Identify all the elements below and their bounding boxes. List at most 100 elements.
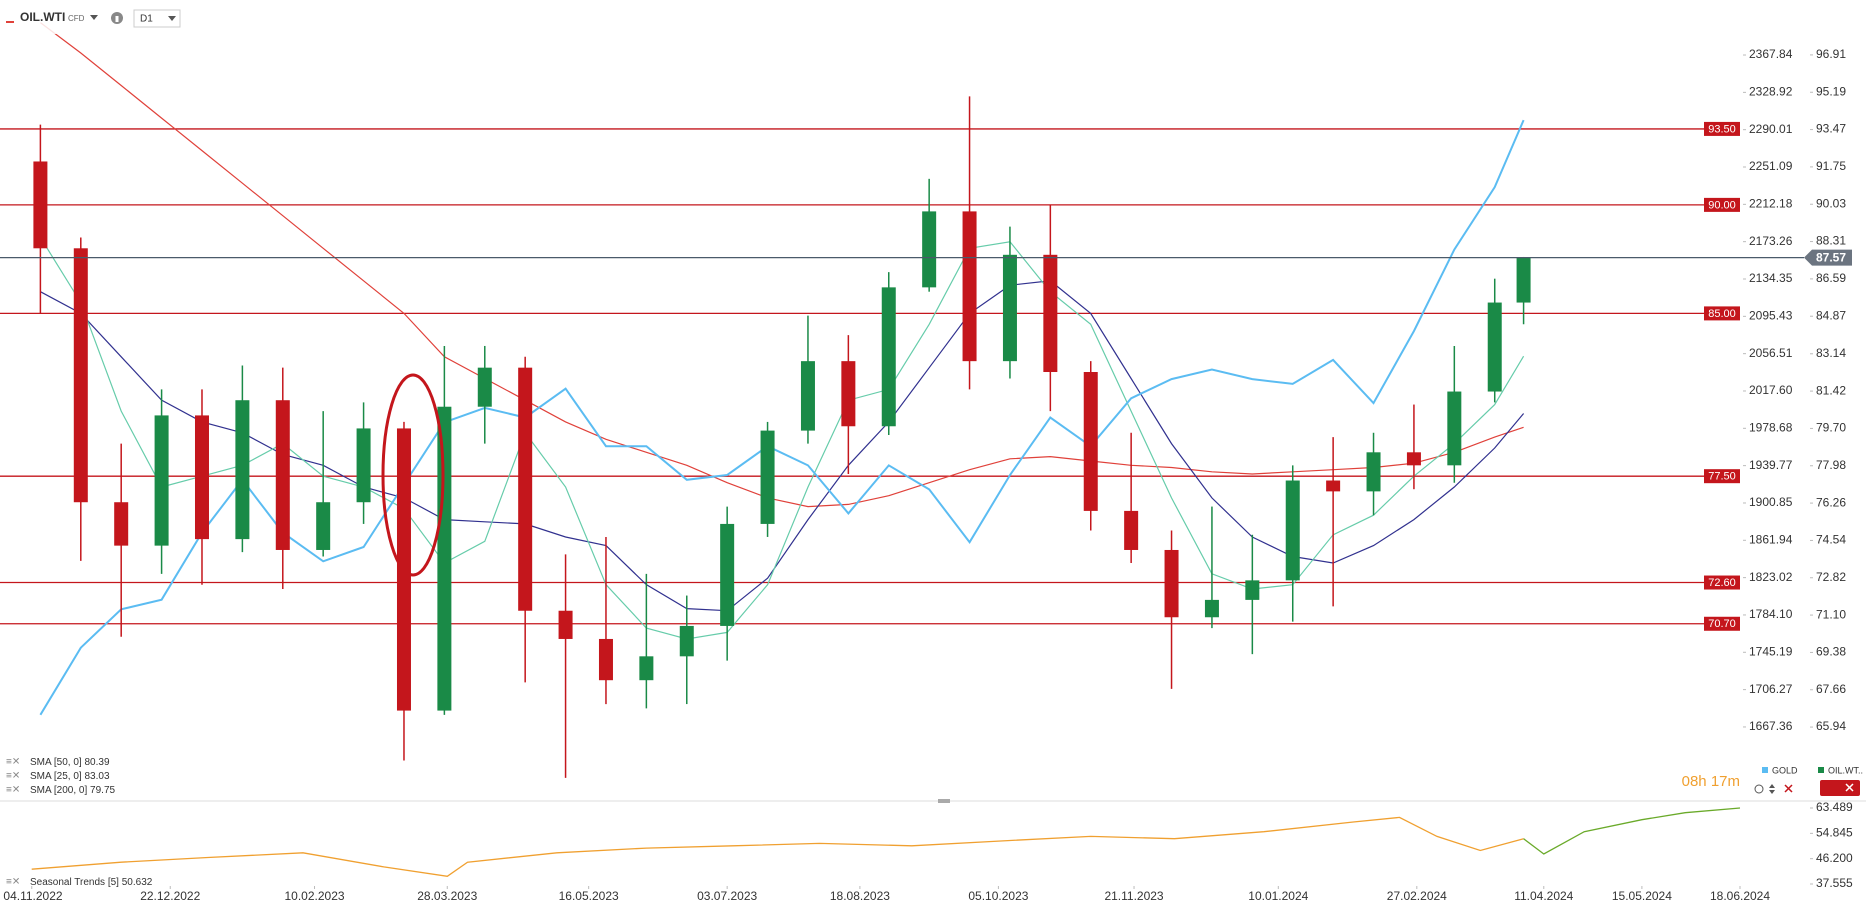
x-tick-label: 03.07.2023 [697, 889, 757, 903]
y2-tick-label: 2095.43 [1749, 308, 1793, 322]
seasonal-name: Seasonal Trends [5] [30, 877, 119, 888]
x-tick-label: 27.02.2024 [1387, 889, 1447, 903]
y2-tick-label: 2212.18 [1749, 197, 1793, 211]
legend-icon[interactable]: ≡✕ [6, 771, 20, 782]
candle-body [720, 523, 735, 626]
legend-value: 83.03 [84, 771, 109, 782]
symbol-dropdown[interactable] [90, 15, 98, 20]
candle-body [275, 400, 290, 550]
level-tag [1704, 469, 1740, 484]
y-tick-label: 95.19 [1816, 84, 1846, 98]
timeframe-dropdown[interactable] [168, 16, 176, 21]
x-tick-label: 18.06.2024 [1710, 889, 1770, 903]
legend-value: 80.39 [84, 757, 109, 768]
candle-body [356, 428, 371, 503]
y-tick-label: 46.200 [1816, 851, 1853, 865]
svg-text:Seasonal Trends [5] 50.632: Seasonal Trends [5] 50.632 [30, 877, 153, 888]
legend-icon[interactable]: ≡✕ [6, 785, 20, 796]
y2-tick-label: 1900.85 [1749, 495, 1793, 509]
sma-line [40, 22, 1524, 508]
oil-controls[interactable] [1820, 780, 1860, 796]
seasonal-line [31, 816, 1524, 877]
seasonal-panel: 63.489 54.845 46.200 37.555 [31, 800, 1853, 890]
y-tick-label: 67.66 [1816, 682, 1846, 696]
main-plot: 96.91 95.19 93.47 91.75 90.03 88.31 86.59 84.87… [0, 22, 1852, 778]
y-tick-label: 90.03 [1816, 196, 1846, 210]
candle-body [1406, 452, 1421, 466]
candle-body [437, 406, 452, 711]
y2-tick-label: 1784.10 [1749, 607, 1793, 621]
legend-icon[interactable]: ≡✕ [6, 877, 20, 888]
candle-body [1002, 254, 1017, 362]
level-tag [1704, 616, 1740, 631]
y2-tick-label: 1978.68 [1749, 420, 1793, 434]
x-tick-label: 05.10.2023 [968, 889, 1028, 903]
panel-resize-handle[interactable] [938, 799, 950, 803]
timeframe: D1 [140, 14, 153, 25]
symbol[interactable]: OIL.WTI [20, 10, 65, 24]
y-tick-label: 69.38 [1816, 645, 1846, 659]
y-tick-label: 54.845 [1816, 826, 1853, 840]
sma-line [39, 237, 1525, 640]
y2-tick-label: 2367.84 [1749, 47, 1793, 61]
sma-legend: ≡✕ SMA [50, 0] 80.39 ≡✕ SMA [25, 0] 83.03 ≡✕… [6, 757, 116, 796]
y-tick-label: 76.26 [1816, 495, 1846, 509]
info-glyph [115, 16, 119, 22]
x-tick-label: 11.04.2024 [1514, 889, 1573, 903]
x-tick-label: 15.05.2024 [1612, 889, 1672, 903]
candle-body [800, 361, 815, 431]
remove-icon[interactable] [1784, 784, 1793, 793]
candle-body [73, 248, 88, 503]
y-tick-label: 88.31 [1816, 234, 1846, 248]
oil-legend-swatch [1818, 767, 1824, 773]
y-tick-label: 72.82 [1816, 570, 1846, 584]
timeframe-select[interactable] [133, 9, 181, 28]
level-label: 77.50 [1708, 471, 1736, 483]
y2-tick-label: 1706.27 [1749, 682, 1793, 696]
legend-name: SMA [50, 0] [30, 757, 82, 768]
candle-body [316, 502, 331, 550]
y2-tick-label: 2173.26 [1749, 234, 1793, 248]
legend-name: SMA [200, 0] [30, 785, 87, 796]
candle-body [639, 656, 654, 681]
oil-legend[interactable]: OIL.WT.. [1828, 765, 1863, 775]
y-tick-label: 81.42 [1816, 383, 1846, 397]
y-tick-label: 93.47 [1816, 122, 1846, 136]
candle-body [962, 211, 977, 362]
x-tick-label: 10.02.2023 [284, 889, 344, 903]
y2-tick-label: 2056.51 [1749, 346, 1793, 360]
x-tick-label: 16.05.2023 [559, 889, 619, 903]
y-tick-label: 83.14 [1816, 346, 1846, 360]
last-price-label: 87.57 [1816, 250, 1846, 264]
y2-tick-label: 2134.35 [1749, 271, 1793, 285]
level-label: 85.00 [1708, 308, 1736, 320]
legend-icon[interactable]: ≡✕ [6, 757, 20, 768]
level-label: 93.50 [1708, 123, 1736, 135]
y-tick-label: 63.489 [1816, 800, 1853, 814]
candle-body [1043, 254, 1058, 373]
candle-body [33, 161, 48, 249]
move-icon[interactable] [1769, 784, 1775, 794]
y-tick-label: 96.91 [1816, 47, 1846, 61]
candle-body [1083, 372, 1098, 511]
x-tick-label: 28.03.2023 [417, 889, 477, 903]
y2-tick-label: 2290.01 [1749, 122, 1793, 136]
eye-icon[interactable] [1754, 784, 1764, 794]
candle-body [1487, 302, 1502, 392]
oil-remove-icon[interactable] [1845, 783, 1854, 792]
y-tick-label: 77.98 [1816, 458, 1846, 472]
y2-tick-label: 1823.02 [1749, 570, 1793, 584]
legend-entry: SMA [50, 0] 80.39 [30, 757, 110, 768]
candle-body [558, 610, 573, 639]
legend-entry: SMA [200, 0] 79.75 [30, 785, 116, 796]
candle-body [1326, 480, 1341, 492]
sma-line [40, 280, 1525, 612]
gold-legend[interactable]: GOLD [1772, 765, 1798, 775]
level-tag [1704, 575, 1740, 590]
y-tick-label: 74.54 [1816, 533, 1846, 547]
candle-body [235, 400, 250, 540]
gold-line [39, 119, 1525, 716]
candle-body [1366, 452, 1381, 492]
